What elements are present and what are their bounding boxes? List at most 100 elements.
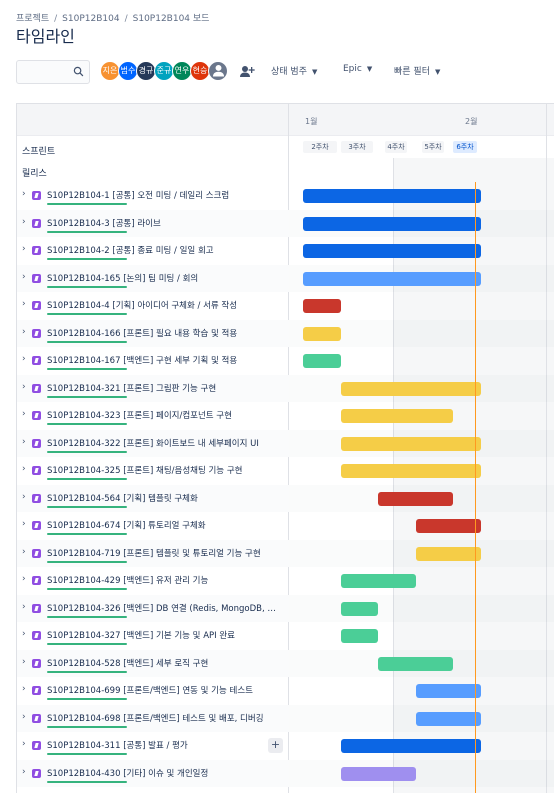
issue-summary[interactable]: S10P12B104-698 [프론트/백엔드] 테스트 및 배포, 디버깅 [47, 712, 264, 724]
issue-summary[interactable]: S10P12B104-719 [프론트] 템플릿 및 튜토리얼 기능 구현 [47, 547, 261, 559]
breadcrumb-projects[interactable]: 프로젝트 [16, 14, 50, 24]
expand-chevron-icon[interactable]: › [22, 519, 26, 529]
user-avatar[interactable]: 연우 [172, 61, 192, 81]
expand-chevron-icon[interactable]: › [22, 684, 26, 694]
issue-summary[interactable]: S10P12B104-674 [기획] 튜토리얼 구체화 [47, 519, 206, 531]
timeline-bar[interactable] [341, 767, 416, 781]
timeline-bar[interactable] [416, 519, 481, 533]
issue-summary[interactable]: S10P12B104-167 [백엔드] 구현 세부 기획 및 적용 [47, 354, 237, 366]
issue-row[interactable]: › S10P12B104-327 [백엔드] 기본 기능 및 API 완료 [17, 622, 289, 649]
expand-chevron-icon[interactable]: › [22, 657, 26, 667]
issue-key[interactable]: S10P12B104-167 [47, 356, 121, 366]
issue-key[interactable]: S10P12B104-2 [47, 246, 110, 256]
search-input[interactable] [17, 63, 73, 85]
expand-chevron-icon[interactable]: › [22, 382, 26, 392]
timeline-bar[interactable] [341, 464, 481, 478]
user-avatar[interactable]: 현승 [190, 61, 210, 81]
expand-chevron-icon[interactable]: › [22, 547, 26, 557]
issue-row[interactable]: › S10P12B104-3 [공통] 라이브 [17, 210, 289, 237]
issue-key[interactable]: S10P12B104-430 [47, 769, 121, 779]
issue-row[interactable]: › S10P12B104-2 [공통] 종료 미팅 / 일일 회고 [17, 237, 289, 264]
expand-chevron-icon[interactable]: › [22, 354, 26, 364]
expand-chevron-icon[interactable]: › [22, 272, 26, 282]
issue-key[interactable]: S10P12B104-699 [47, 686, 121, 696]
expand-chevron-icon[interactable]: › [22, 244, 26, 254]
issue-summary[interactable]: S10P12B104-564 [기획] 템플릿 구체화 [47, 492, 198, 504]
issue-row[interactable]: › S10P12B104-674 [기획] 튜토리얼 구체화 [17, 512, 289, 539]
timeline-bar[interactable] [341, 739, 481, 753]
timeline-bar[interactable] [416, 547, 481, 561]
issue-row[interactable]: › S10P12B104-430 [기타] 이슈 및 개인일정 [17, 760, 289, 787]
issue-key[interactable]: S10P12B104-719 [47, 549, 121, 559]
timeline-bar[interactable] [303, 272, 481, 286]
expand-chevron-icon[interactable]: › [22, 189, 26, 199]
quick-filter[interactable]: 빠른 필터 ▼ [394, 64, 440, 77]
issue-row[interactable]: › S10P12B104-311 [공통] 발표 / 평가 + [17, 732, 289, 759]
issue-row[interactable]: › S10P12B104-528 [백엔드] 세부 로직 구현 [17, 650, 289, 677]
issue-row[interactable]: › S10P12B104-698 [프론트/백엔드] 테스트 및 배포, 디버깅 [17, 705, 289, 732]
issue-summary[interactable]: S10P12B104-322 [프론트] 화이트보드 내 세부페이지 UI [47, 437, 259, 449]
issue-row[interactable]: › S10P12B104-699 [프론트/백엔드] 연동 및 기능 테스트 [17, 677, 289, 704]
status-category-filter[interactable]: 상태 범주 ▼ [271, 64, 317, 77]
issue-row[interactable]: › S10P12B104-4 [기획] 아이디어 구체화 / 서류 작성 [17, 292, 289, 319]
timeline-bar[interactable] [378, 492, 453, 506]
issue-summary[interactable]: S10P12B104-1 [공통] 오전 미팅 / 데일리 스크럼 [47, 189, 229, 201]
issue-summary[interactable]: S10P12B104-325 [프론트] 채팅/음성채팅 기능 구현 [47, 464, 242, 476]
timeline-bar[interactable] [341, 437, 481, 451]
issue-summary[interactable]: S10P12B104-2 [공통] 종료 미팅 / 일일 회고 [47, 244, 214, 256]
issue-key[interactable]: S10P12B104-323 [47, 411, 121, 421]
issue-summary[interactable]: S10P12B104-528 [백엔드] 세부 로직 구현 [47, 657, 208, 669]
timeline-bar[interactable] [303, 189, 481, 203]
issue-key[interactable]: S10P12B104-1 [47, 191, 110, 201]
timeline-bar[interactable] [303, 299, 341, 313]
expand-chevron-icon[interactable]: › [22, 629, 26, 639]
timeline-bar[interactable] [341, 574, 416, 588]
user-avatar[interactable]: 범수 [118, 61, 138, 81]
issue-key[interactable]: S10P12B104-698 [47, 714, 121, 724]
timeline-bar[interactable] [341, 382, 481, 396]
expand-chevron-icon[interactable]: › [22, 767, 26, 777]
issue-summary[interactable]: S10P12B104-429 [백엔드] 유저 관리 기능 [47, 574, 208, 586]
issue-summary[interactable]: S10P12B104-323 [프론트] 페이지/컴포넌트 구현 [47, 409, 232, 421]
unassigned-avatar[interactable] [208, 61, 228, 81]
expand-chevron-icon[interactable]: › [22, 409, 26, 419]
search-icon[interactable] [73, 66, 84, 77]
issue-row[interactable]: › S10P12B104-1 [공통] 오전 미팅 / 데일리 스크럼 [17, 182, 289, 209]
breadcrumb-board[interactable]: S10P12B104 보드 [132, 14, 210, 24]
issue-summary[interactable]: S10P12B104-165 [논의] 팀 미팅 / 회의 [47, 272, 198, 284]
add-people-icon[interactable] [238, 63, 256, 81]
issue-summary[interactable]: S10P12B104-430 [기타] 이슈 및 개인일정 [47, 767, 208, 779]
issue-key[interactable]: S10P12B104-4 [47, 301, 110, 311]
issue-row[interactable]: › S10P12B104-321 [프론트] 그림판 기능 구현 [17, 375, 289, 402]
issue-row[interactable]: › S10P12B104-166 [프론트] 필요 내용 학습 및 적용 [17, 320, 289, 347]
timeline-bar[interactable] [303, 327, 341, 341]
expand-chevron-icon[interactable]: › [22, 299, 26, 309]
issue-key[interactable]: S10P12B104-311 [47, 741, 121, 751]
expand-chevron-icon[interactable]: › [22, 602, 26, 612]
issue-key[interactable]: S10P12B104-321 [47, 384, 121, 394]
issue-row[interactable]: › S10P12B104-719 [프론트] 템플릿 및 튜토리얼 기능 구현 [17, 540, 289, 567]
issue-key[interactable]: S10P12B104-3 [47, 219, 110, 229]
issue-key[interactable]: S10P12B104-564 [47, 494, 121, 504]
expand-chevron-icon[interactable]: › [22, 712, 26, 722]
timeline-bar[interactable] [303, 354, 341, 368]
timeline-bar[interactable] [341, 409, 453, 423]
expand-chevron-icon[interactable]: › [22, 437, 26, 447]
issue-key[interactable]: S10P12B104-674 [47, 521, 121, 531]
epic-filter[interactable]: Epic ▼ [343, 64, 372, 74]
issue-row[interactable]: › S10P12B104-325 [프론트] 채팅/음성채팅 기능 구현 [17, 457, 289, 484]
timeline-bar[interactable] [341, 629, 378, 643]
timeline-bar[interactable] [341, 602, 378, 616]
expand-chevron-icon[interactable]: › [22, 574, 26, 584]
timeline-bar[interactable] [416, 684, 481, 698]
issue-key[interactable]: S10P12B104-429 [47, 576, 121, 586]
issue-key[interactable]: S10P12B104-325 [47, 466, 121, 476]
user-avatar[interactable]: 지은 [100, 61, 120, 81]
expand-chevron-icon[interactable]: › [22, 464, 26, 474]
issue-row[interactable]: › S10P12B104-167 [백엔드] 구현 세부 기획 및 적용 [17, 347, 289, 374]
issue-summary[interactable]: S10P12B104-3 [공통] 라이브 [47, 217, 161, 229]
timeline-bar[interactable] [303, 244, 481, 258]
issue-row[interactable]: › S10P12B104-322 [프론트] 화이트보드 내 세부페이지 UI [17, 430, 289, 457]
issue-row[interactable]: › S10P12B104-429 [백엔드] 유저 관리 기능 [17, 567, 289, 594]
issue-summary[interactable]: S10P12B104-699 [프론트/백엔드] 연동 및 기능 테스트 [47, 684, 253, 696]
